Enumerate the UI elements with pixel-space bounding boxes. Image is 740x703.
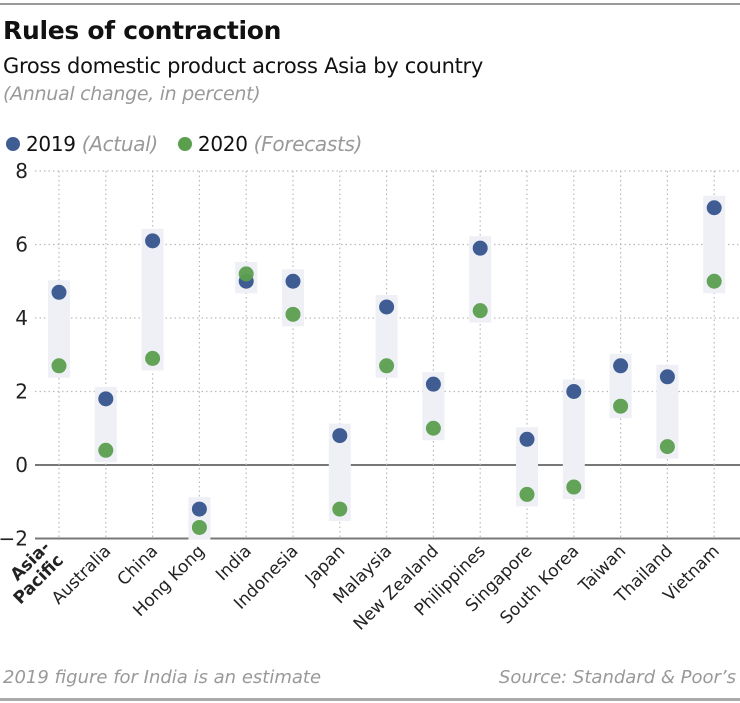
point-2019	[379, 299, 395, 315]
point-2020	[425, 420, 441, 436]
point-2019	[98, 391, 114, 407]
point-2020	[285, 306, 301, 322]
source: Source: Standard & Poor’s	[498, 667, 736, 688]
y-tick-label: 8	[15, 159, 28, 183]
chart-title: Rules of contraction	[3, 16, 282, 45]
point-2020	[98, 442, 114, 458]
range-band	[94, 386, 117, 463]
unit-note: (Annual change, in percent)	[3, 83, 261, 105]
point-2019	[51, 284, 67, 300]
point-2019	[659, 369, 675, 385]
point-2020	[659, 439, 675, 455]
range-band	[703, 195, 726, 294]
legend-2020-note: (Forecasts)	[253, 132, 363, 156]
x-category-label: India	[212, 541, 256, 585]
range-band	[141, 228, 164, 371]
point-2019	[472, 240, 488, 256]
y-tick-label: 0	[15, 453, 28, 477]
legend-2019-note: (Actual)	[81, 132, 159, 156]
footnote: 2019 figure for India is an estimate	[3, 667, 322, 688]
point-2020	[145, 350, 161, 366]
point-2019	[706, 200, 722, 216]
top-rule	[0, 3, 740, 5]
chart-subtitle: Gross domestic product across Asia by co…	[3, 54, 484, 78]
point-2020	[566, 479, 582, 495]
y-tick-label: 6	[15, 233, 28, 257]
y-tick-label: −2	[0, 527, 28, 551]
range-band	[328, 423, 351, 522]
point-2020	[238, 266, 254, 282]
point-2019	[285, 273, 301, 289]
point-2020	[519, 486, 535, 502]
range-band	[48, 280, 70, 378]
point-2020	[379, 358, 395, 374]
legend: 2019 (Actual) 2020 (Forecasts)	[6, 132, 362, 156]
y-tick-label: 2	[15, 380, 28, 404]
point-2020	[51, 358, 67, 374]
bottom-rule	[0, 698, 740, 701]
x-category-label: Australia	[48, 541, 115, 608]
point-2019	[613, 358, 629, 374]
point-2019	[519, 431, 535, 447]
legend-2020-marker	[177, 137, 192, 151]
legend-2019-year: 2019	[26, 132, 76, 156]
range-band	[469, 236, 492, 323]
point-2020	[472, 303, 488, 319]
point-2019	[332, 428, 348, 444]
legend-2020-year: 2020	[197, 132, 248, 156]
range-band	[516, 427, 538, 507]
point-2019	[566, 384, 582, 399]
range-band	[656, 364, 679, 459]
range-band	[562, 379, 585, 500]
point-2020	[191, 519, 207, 535]
point-2019	[191, 501, 207, 517]
point-2019	[145, 233, 161, 249]
y-tick-label: 4	[15, 306, 28, 330]
legend-2019-marker	[6, 137, 20, 151]
point-2020	[332, 501, 348, 517]
point-2020	[613, 398, 629, 414]
range-band	[375, 294, 398, 378]
point-2019	[425, 376, 441, 392]
point-2020	[706, 273, 722, 289]
